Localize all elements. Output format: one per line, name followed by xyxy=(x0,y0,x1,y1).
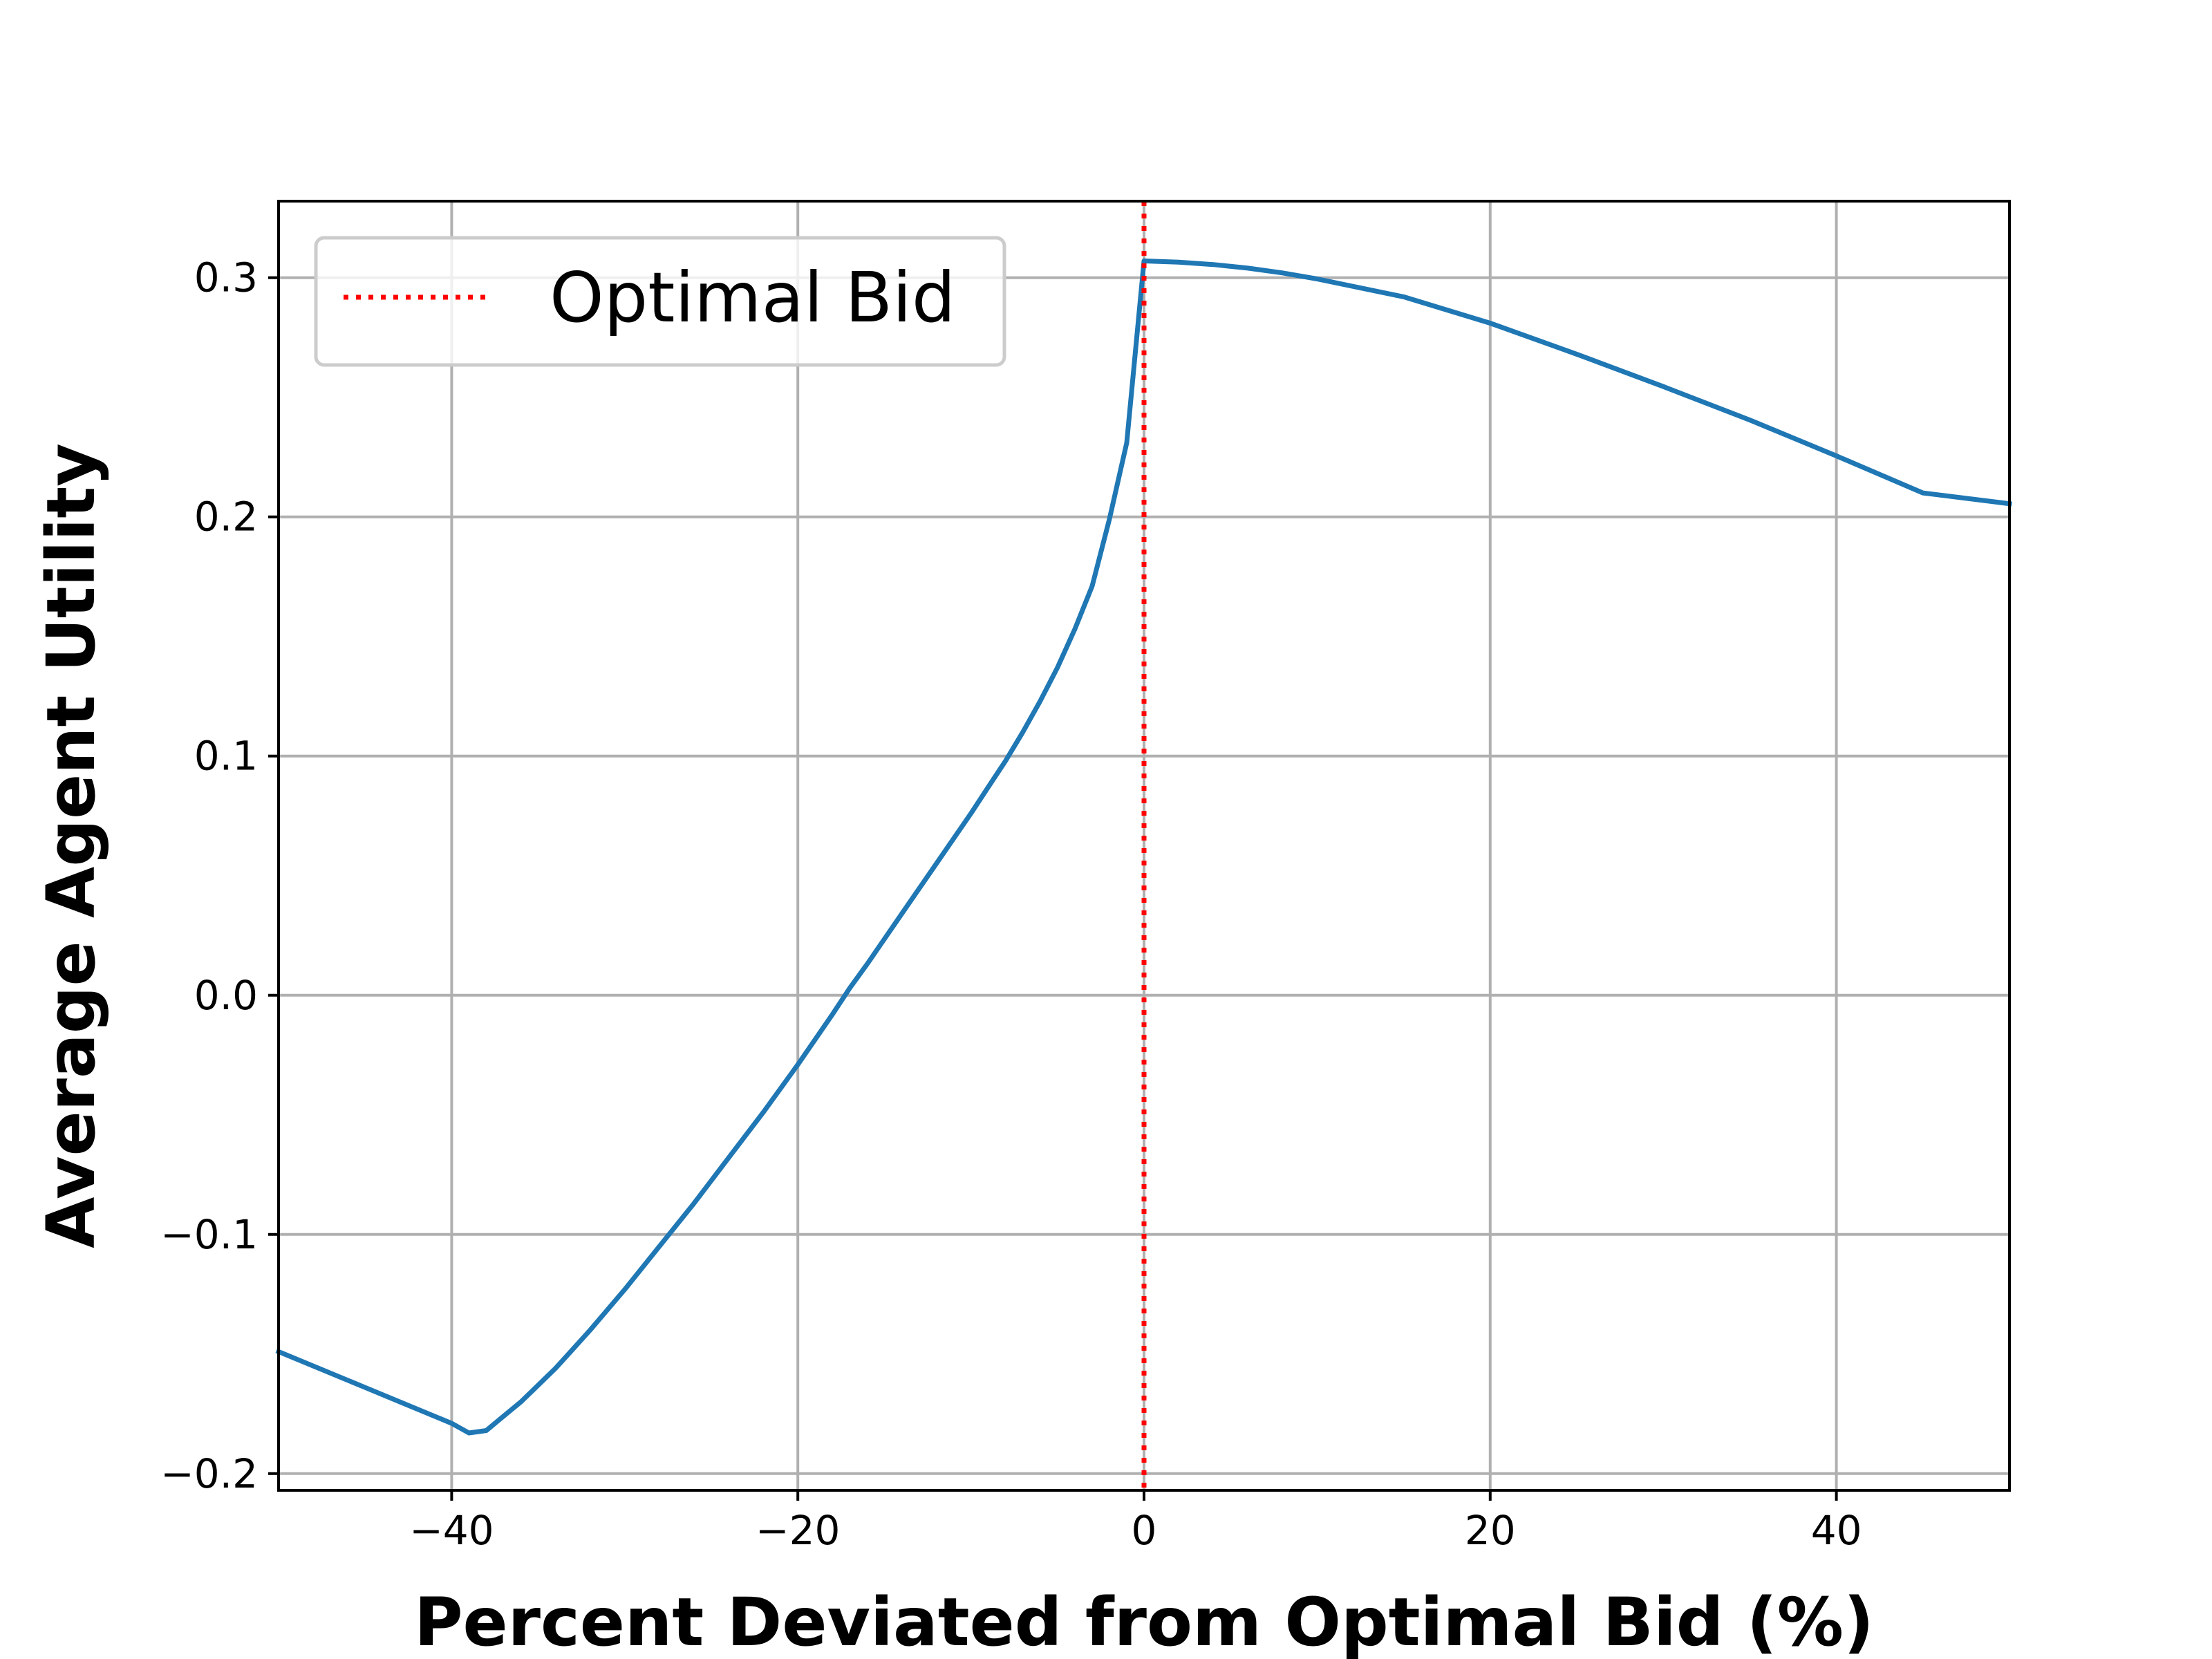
x-tick-label: 40 xyxy=(1811,1507,1862,1554)
y-tick-label: 0.3 xyxy=(194,254,258,301)
y-tick-label: 0.2 xyxy=(194,494,258,541)
x-tick-label: 20 xyxy=(1465,1507,1516,1554)
legend-box xyxy=(314,236,1006,367)
y-tick-label: 0.0 xyxy=(194,972,258,1019)
y-tick-label: −0.1 xyxy=(160,1211,258,1258)
axis-ticks: −40 −20 0 20 40 −0.2 −0.1 0.0 0.1 0.2 0.3 xyxy=(160,254,1862,1554)
plot-series xyxy=(275,201,2012,1490)
y-tick-label: −0.2 xyxy=(160,1450,258,1497)
x-tick-label: 0 xyxy=(1132,1507,1157,1554)
y-axis-title: Average Agent Utility xyxy=(32,443,110,1248)
x-tick-label: −20 xyxy=(756,1507,840,1554)
utility-curve xyxy=(275,259,2012,1436)
x-axis-title: Percent Deviated from Optimal Bid (%) xyxy=(414,1584,1874,1659)
x-tick-label: −40 xyxy=(409,1507,494,1554)
legend: Optimal Bid xyxy=(314,236,1006,367)
legend-label-optimal-bid: Optimal Bid xyxy=(550,257,955,338)
y-tick-label: 0.1 xyxy=(194,733,258,780)
